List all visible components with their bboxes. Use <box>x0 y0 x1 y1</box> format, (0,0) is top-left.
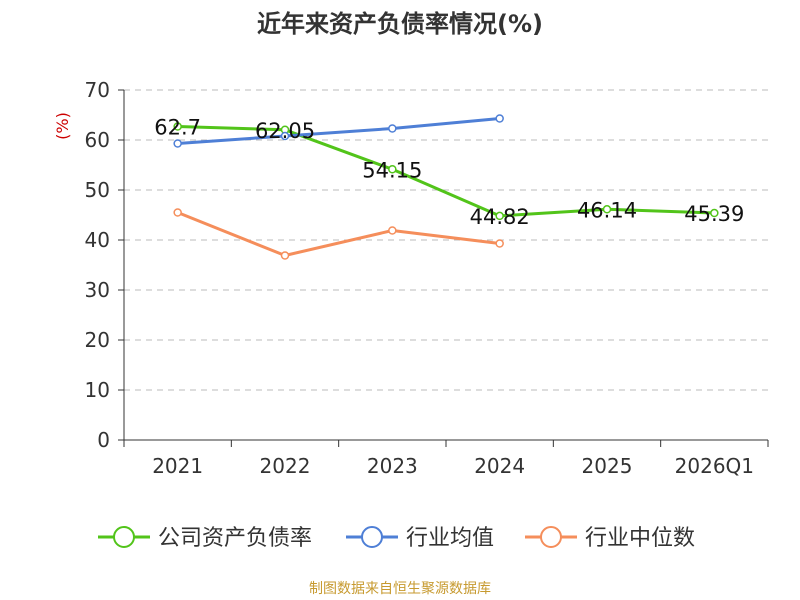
data-label: 44.82 <box>470 205 530 229</box>
data-point <box>388 165 397 174</box>
x-tick-label: 2024 <box>474 454 525 478</box>
data-label: 54.15 <box>362 158 422 182</box>
y-tick-label: 40 <box>85 228 110 252</box>
legend-label: 行业中位数 <box>585 526 695 551</box>
y-tick-label: 60 <box>85 128 110 152</box>
legend: 公司资产负债率 行业均值 行业中位数 <box>98 526 695 551</box>
y-tick-label: 70 <box>85 78 110 102</box>
chart-title: 近年来资产负债率情况(%) <box>257 10 543 38</box>
data-label: 46.14 <box>577 198 637 222</box>
legend-label: 公司资产负债率 <box>158 526 312 551</box>
x-tick-label: 2023 <box>367 454 418 478</box>
x-tick-label: 2025 <box>582 454 633 478</box>
y-tick-label: 30 <box>85 278 110 302</box>
data-label: 62.7 <box>154 116 201 140</box>
data-point <box>173 208 182 217</box>
grid-lines <box>124 89 768 391</box>
data-point <box>280 131 290 141</box>
legend-marker <box>540 526 562 548</box>
data-label: 45.39 <box>684 202 744 226</box>
y-tick-label: 50 <box>85 178 110 202</box>
series-lines <box>173 114 719 260</box>
y-tick-label: 0 <box>97 428 110 452</box>
data-point <box>388 226 397 235</box>
data-point <box>710 208 719 218</box>
source-note: 制图数据来自恒生聚源数据库 <box>309 581 491 597</box>
data-point <box>388 124 397 133</box>
y-axis-label: (%) <box>53 112 72 140</box>
data-point <box>495 211 504 221</box>
series-line <box>177 125 715 218</box>
data-label: 62.05 <box>255 119 315 143</box>
data-point <box>495 114 504 123</box>
data-point <box>173 139 182 148</box>
x-tick-label: 2021 <box>152 454 203 478</box>
data-labels: 62.7 62.05 54.15 44.82 46.14 45.39 <box>154 116 744 229</box>
series-line <box>177 117 500 145</box>
series-line <box>177 211 500 257</box>
data-point <box>602 205 612 214</box>
axes: 0 10 20 30 40 50 60 70 2021 2022 2023 2024 2025 2026Q… <box>85 78 769 478</box>
data-point <box>280 251 290 260</box>
x-tick-label: 2022 <box>260 454 311 478</box>
data-point <box>495 239 504 248</box>
x-tick-label: 2026Q1 <box>675 454 754 478</box>
y-tick-label: 20 <box>85 328 110 352</box>
legend-label: 行业均值 <box>406 526 494 551</box>
legend-marker <box>113 526 135 548</box>
legend-marker <box>361 526 383 548</box>
data-point <box>173 122 182 131</box>
y-tick-label: 10 <box>85 378 110 402</box>
